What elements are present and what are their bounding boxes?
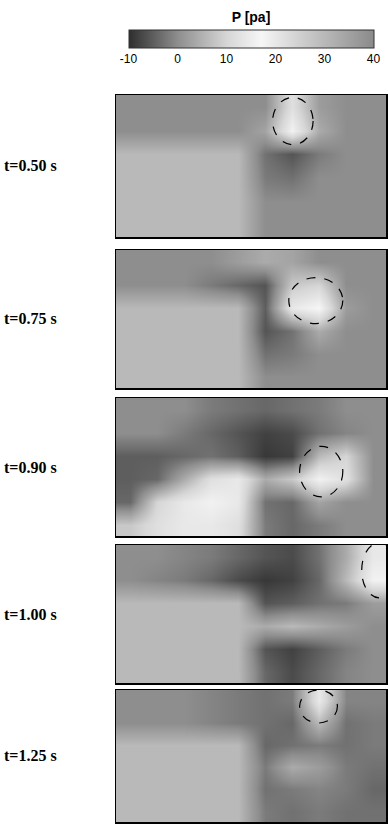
svg-text:t=1.25 s: t=1.25 s [4,747,57,764]
svg-text:30: 30 [318,52,332,66]
svg-text:10: 10 [220,52,234,66]
svg-text:20: 20 [269,52,283,66]
svg-text:-10: -10 [120,52,138,66]
svg-text:P [pa]: P [pa] [232,9,271,25]
svg-text:t=1.00 s: t=1.00 s [4,606,57,623]
svg-text:40: 40 [367,52,381,66]
svg-text:0: 0 [174,52,181,66]
svg-text:t=0.90 s: t=0.90 s [4,459,57,476]
svg-text:t=0.50 s: t=0.50 s [4,157,57,174]
svg-text:t=0.75 s: t=0.75 s [4,310,57,327]
